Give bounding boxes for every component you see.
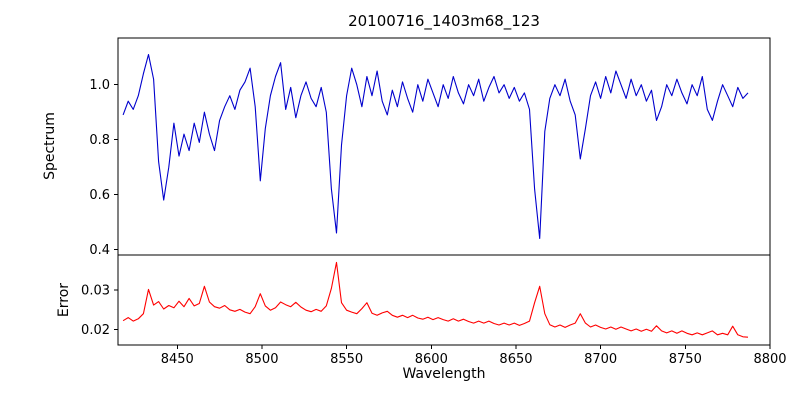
y-tick-label: 0.4: [89, 243, 110, 258]
error-axes-frame: [117, 254, 771, 346]
y-tick-label: 0.02: [81, 323, 110, 338]
x-tick-label: 8650: [499, 352, 532, 367]
x-tick-label: 8750: [669, 352, 702, 367]
y-tick-label: 0.8: [89, 133, 110, 148]
x-tick-label: 8450: [161, 352, 194, 367]
y-tick-label: 0.6: [89, 188, 110, 203]
x-tick-label: 8800: [753, 352, 786, 367]
x-axis-label: Wavelength: [402, 366, 486, 382]
error-line: [122, 261, 749, 338]
y-tick-label: 0.03: [81, 284, 110, 299]
x-tick-label: 8600: [415, 352, 448, 367]
x-tick-label: 8500: [245, 352, 278, 367]
chart-title: 20100716_1403m68_123: [348, 12, 540, 30]
spectrum-line: [122, 53, 749, 240]
x-tick-label: 8550: [330, 352, 363, 367]
spectrum-axes-frame: [117, 37, 771, 256]
y-tick-label: 1.0: [89, 78, 110, 93]
x-tick-label: 8700: [584, 352, 617, 367]
